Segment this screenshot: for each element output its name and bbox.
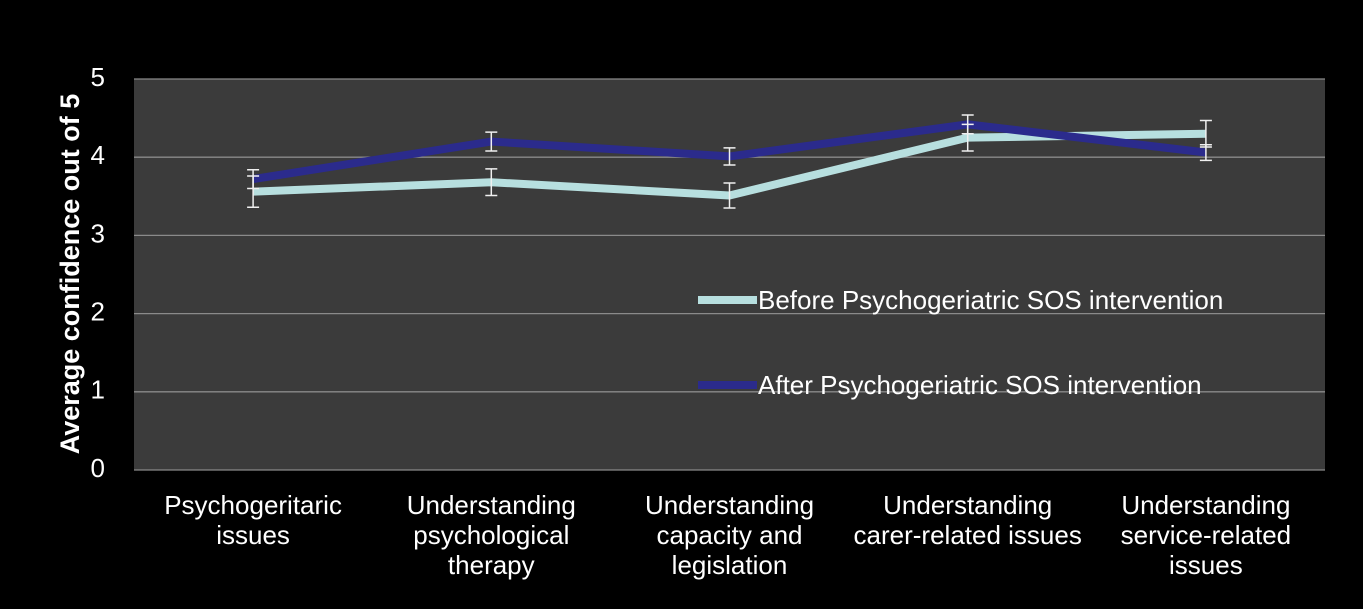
error-bar (1199, 143, 1212, 162)
legend-label: After Psychogeriatric SOS intervention (758, 370, 1202, 400)
y-tick-label: 1 (91, 375, 105, 405)
y-tick-label: 4 (91, 140, 105, 170)
x-tick-label: Psychogeritaric issues (164, 490, 342, 550)
x-tick-label: Understanding carer-related issues (853, 490, 1082, 550)
y-tick-label: 3 (91, 218, 105, 248)
y-axis-label: Average confidence out of 5 (55, 94, 85, 455)
error-bar (723, 182, 736, 209)
x-tick-label: Understanding capacity and legislation (644, 490, 815, 580)
y-tick-label: 2 (91, 296, 105, 326)
y-tick-label: 0 (91, 453, 105, 483)
error-bar (247, 168, 260, 190)
x-tick-label: Understanding service-related issues (1120, 490, 1292, 580)
y-tick-label: 5 (91, 62, 105, 92)
error-bar (485, 131, 498, 152)
x-tick-label: Understanding psychological therapy (406, 490, 576, 580)
legend-label: Before Psychogeriatric SOS intervention (758, 285, 1224, 315)
error-bar (485, 168, 498, 197)
error-bar (723, 147, 736, 166)
error-bar (961, 114, 974, 135)
